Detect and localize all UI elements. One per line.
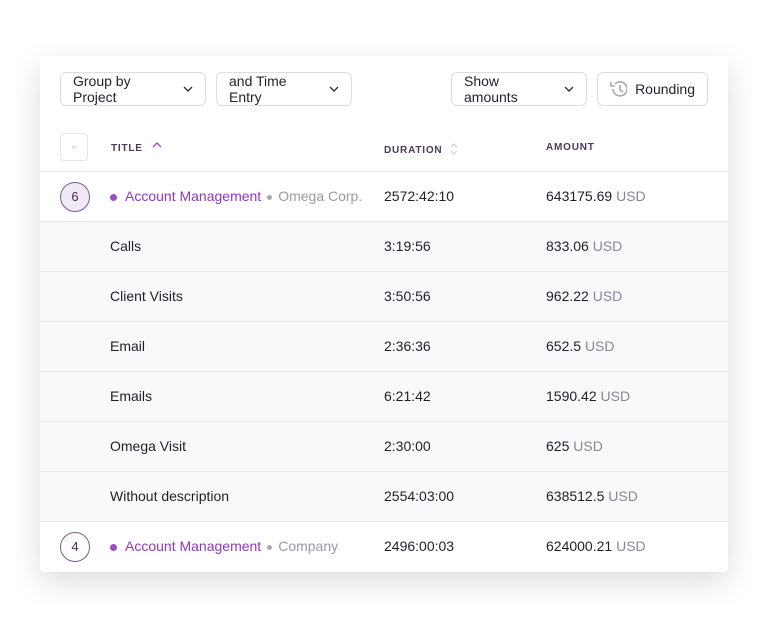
- entry-row: Emails 6:21:42 1590.42 USD: [40, 371, 728, 421]
- duration: 2554:03:00: [384, 488, 455, 504]
- amount-header: AMOUNT: [546, 142, 595, 153]
- currency: USD: [592, 288, 623, 304]
- project-dot: [110, 543, 117, 551]
- currency: USD: [616, 188, 646, 204]
- amount: 962.22: [546, 288, 589, 304]
- amount-cell: 624000.21 USD: [546, 522, 646, 571]
- amount: 1590.42: [546, 388, 597, 404]
- amount-cell: 962.22 USD: [546, 272, 622, 321]
- duration: 2572:42:10: [384, 188, 455, 204]
- amount: 625: [546, 438, 570, 454]
- amount: 652.5: [546, 338, 582, 354]
- amount-cell: 1590.42 USD: [546, 372, 630, 421]
- report-card: Group by Project and Time Entry Show amo…: [40, 56, 728, 572]
- amount: 638512.5: [546, 488, 605, 504]
- entry-row: Without description 2554:03:00 638512.5 US…: [40, 471, 728, 521]
- checkbox-chevron: [71, 145, 77, 149]
- group-by-dropdown[interactable]: Group by Project: [60, 72, 206, 106]
- entry-count: 4: [60, 532, 90, 562]
- header-text: DURATION: [384, 145, 443, 156]
- separator-dot: [267, 194, 273, 200]
- client-name: Omega Corp.: [278, 188, 363, 204]
- sort-icon: [451, 143, 458, 155]
- amount-cell: 652.5 USD: [546, 322, 615, 371]
- currency: USD: [600, 388, 631, 404]
- title-cell: Account Management Company: [110, 522, 372, 571]
- amount-cell: 833.06 USD: [546, 222, 622, 271]
- amount: 833.06: [546, 238, 589, 254]
- group-by-label: Group by Project: [73, 73, 131, 105]
- project-name: Account Management: [125, 538, 262, 554]
- title-header[interactable]: TITLE: [111, 141, 163, 154]
- currency: USD: [573, 438, 603, 454]
- rounding-label: Rounding: [635, 81, 695, 97]
- amounts-label: Show amounts: [464, 73, 518, 105]
- amount: 624000.21: [546, 538, 613, 554]
- currency: USD: [608, 488, 638, 504]
- currency: USD: [584, 338, 615, 354]
- title-cell: Account Management Omega Corp.: [110, 172, 372, 221]
- group-row[interactable]: 6 Account Management Omega Corp. 2572:42:10…: [40, 171, 728, 221]
- currency: USD: [592, 238, 623, 254]
- chevron: [329, 86, 339, 92]
- entry-row: Calls 3:19:56 833.06 USD: [40, 221, 728, 271]
- chevron: [183, 86, 193, 92]
- chevron: [564, 86, 574, 92]
- duration: 2:36:36: [384, 338, 431, 354]
- duration: 3:19:56: [384, 238, 431, 254]
- amount-cell: 643175.69 USD: [546, 172, 646, 221]
- select-all-checkbox[interactable]: [60, 133, 88, 161]
- duration: 2:30:00: [384, 438, 431, 454]
- separator-dot: [267, 544, 273, 550]
- entry-title: Email: [110, 338, 146, 354]
- entry-title: Without description: [110, 488, 230, 504]
- entry-row: Omega Visit 2:30:00 625 USD: [40, 421, 728, 471]
- sort-up-icon: [152, 142, 162, 148]
- amounts-dropdown[interactable]: Show amounts: [451, 72, 587, 106]
- duration-header[interactable]: DURATION: [384, 142, 460, 156]
- amount-cell: 625 USD: [546, 422, 603, 471]
- duration: 6:21:42: [384, 388, 431, 404]
- entry-title: Client Visits: [110, 288, 183, 304]
- rounding-icon: [610, 81, 628, 97]
- entry-title: Emails: [110, 388, 153, 404]
- sub-group-dropdown[interactable]: and Time Entry: [216, 72, 352, 106]
- duration: 2496:00:03: [384, 538, 455, 554]
- entry-title: Omega Visit: [110, 438, 186, 454]
- entry-row: Email 2:36:36 652.5 USD: [40, 321, 728, 371]
- duration: 3:50:56: [384, 288, 431, 304]
- group-row[interactable]: 4 Account Management Company 2496:00:03 6240…: [40, 521, 728, 571]
- project-name: Account Management: [125, 188, 262, 204]
- entry-row: Client Visits 3:50:56 962.22 USD: [40, 271, 728, 321]
- client-name: Company: [278, 538, 339, 554]
- amount: 643175.69: [546, 188, 613, 204]
- sub-group-label: and Time Entry: [229, 73, 287, 105]
- rounding-button[interactable]: Rounding: [597, 72, 708, 106]
- amount-cell: 638512.5 USD: [546, 472, 638, 521]
- entry-title: Calls: [110, 238, 142, 254]
- currency: USD: [616, 538, 646, 554]
- project-dot: [110, 193, 117, 201]
- entry-count: 6: [60, 182, 90, 212]
- header-text: TITLE: [111, 143, 143, 154]
